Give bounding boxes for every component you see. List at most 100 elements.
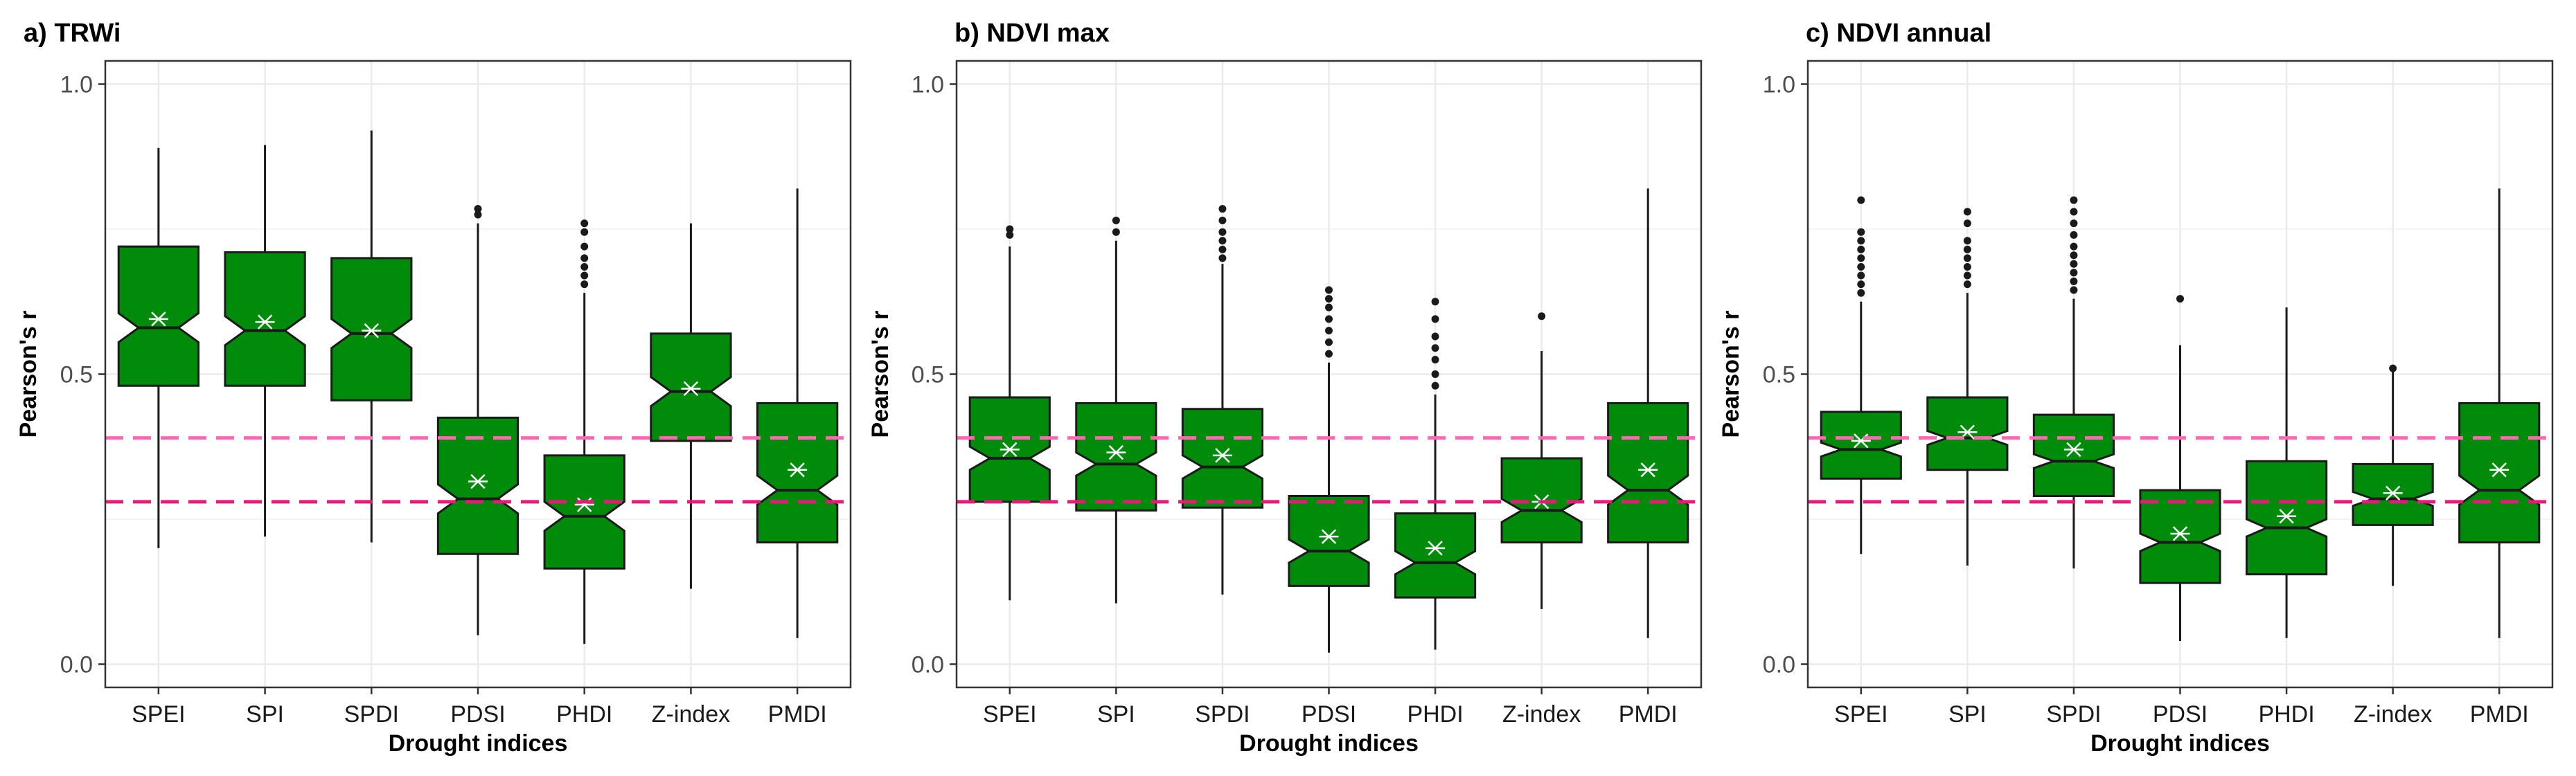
- box-body: [756, 401, 839, 544]
- mean-marker: [255, 314, 275, 330]
- outlier-point: [1112, 228, 1120, 236]
- box-PHDI: [1394, 298, 1477, 650]
- x-tick-label: PMDI: [1619, 701, 1678, 728]
- box-PDSI: [2139, 295, 2221, 641]
- outlier-point: [1006, 231, 1014, 239]
- outlier-point: [1963, 237, 1971, 245]
- outlier-point: [1431, 381, 1439, 390]
- panel-title: b) NDVI max: [954, 19, 1110, 48]
- outlier-point: [1857, 289, 1865, 297]
- y-tick-label: 0.0: [1763, 651, 1795, 678]
- box-SPDI: [330, 130, 413, 543]
- box-PDSI: [436, 205, 519, 635]
- outlier-point: [580, 262, 589, 271]
- outlier-point: [1431, 344, 1439, 352]
- outlier-point: [1218, 205, 1227, 213]
- outlier-point: [2070, 269, 2078, 277]
- y-tick-label: 0.0: [912, 651, 944, 678]
- mean-marker-stroke: [1428, 541, 1443, 556]
- box-body: [2458, 401, 2541, 544]
- x-tick-label: PMDI: [768, 701, 827, 728]
- outlier-point: [1857, 254, 1865, 262]
- panel-title: a) TRWi: [24, 19, 121, 48]
- x-tick-label: Z-index: [652, 701, 730, 728]
- outlier-point: [1857, 237, 1865, 245]
- outlier-point: [2070, 277, 2078, 285]
- x-tick-label: PMDI: [2470, 701, 2529, 728]
- x-tick-label: SPEI: [983, 701, 1036, 728]
- mean-marker: [788, 462, 808, 478]
- outlier-point: [1963, 208, 1971, 216]
- mean-marker: [1638, 462, 1658, 478]
- x-tick-label: PHDI: [1407, 701, 1463, 728]
- mean-marker: [362, 323, 382, 339]
- outlier-point: [1325, 327, 1333, 335]
- outlier-point: [2070, 286, 2078, 294]
- x-tick-label: Z-index: [1502, 701, 1581, 728]
- box-SPI: [224, 145, 306, 537]
- x-tick-label: PDSI: [450, 701, 505, 728]
- mean-marker: [2489, 462, 2510, 478]
- box-body: [330, 257, 413, 401]
- outlier-point: [2070, 196, 2078, 204]
- mean-marker-stroke: [364, 323, 379, 339]
- outlier-point: [1218, 237, 1227, 245]
- box-body: [1075, 401, 1157, 512]
- outlier-point: [2070, 231, 2078, 239]
- y-tick-label: 0.5: [60, 362, 93, 388]
- mean-marker-stroke: [2172, 526, 2188, 541]
- outlier-point: [1218, 216, 1227, 224]
- mean-marker-stroke: [257, 314, 273, 330]
- mean-marker-stroke: [2385, 485, 2401, 500]
- box-body: [1926, 396, 2009, 471]
- outlier-point: [1325, 303, 1333, 312]
- y-tick-label: 1.0: [912, 72, 944, 98]
- box-SPI: [1075, 216, 1157, 604]
- mean-marker-stroke: [1108, 444, 1124, 460]
- box-body: [1607, 401, 1689, 544]
- outlier-point: [1006, 225, 1014, 233]
- mean-marker: [1106, 444, 1126, 460]
- box-body: [224, 251, 306, 387]
- mean-marker: [1212, 448, 1232, 463]
- outlier-point: [1857, 228, 1865, 236]
- box-body: [2032, 413, 2115, 497]
- outlier-point: [1325, 338, 1333, 346]
- mean-marker-stroke: [683, 381, 699, 397]
- mean-marker-stroke: [2279, 509, 2294, 524]
- outlier-point: [2389, 364, 2397, 372]
- outlier-point: [1963, 254, 1971, 262]
- box-body: [543, 454, 625, 570]
- mean-marker: [148, 312, 168, 327]
- y-tick-label: 1.0: [60, 72, 93, 98]
- box-body: [1181, 408, 1264, 509]
- mean-marker: [468, 473, 488, 489]
- outlier-point: [1857, 280, 1865, 289]
- box-body: [117, 245, 199, 387]
- outlier-point: [474, 205, 482, 213]
- box-Z-index: [2352, 364, 2434, 586]
- mean-marker-stroke: [151, 312, 166, 327]
- outlier-point: [1218, 254, 1227, 262]
- outlier-point: [1963, 262, 1971, 271]
- outlier-point: [1857, 271, 1865, 280]
- outlier-point: [1857, 262, 1865, 271]
- mean-marker: [1000, 442, 1020, 458]
- panel-2: 0.0 0.5 1.0 SPEI SPI SPDI PDSI PHDI Z-index PMDI D…: [867, 19, 1703, 757]
- outlier-point: [1963, 219, 1971, 228]
- y-tick-label: 1.0: [1763, 72, 1795, 98]
- mean-marker: [1425, 541, 1446, 556]
- x-axis-title: Drought indices: [2090, 730, 2270, 757]
- y-axis-title: Pearson's r: [867, 311, 894, 438]
- outlier-point: [2070, 219, 2078, 228]
- mean-marker: [2277, 509, 2297, 524]
- mean-marker: [1319, 529, 1339, 544]
- outlier-point: [1325, 350, 1333, 358]
- outlier-point: [1963, 280, 1971, 289]
- mean-marker-stroke: [2491, 462, 2507, 478]
- mean-marker-stroke: [1640, 462, 1655, 478]
- mean-marker: [2383, 485, 2403, 500]
- outlier-point: [1857, 196, 1865, 204]
- outlier-point: [1325, 295, 1333, 303]
